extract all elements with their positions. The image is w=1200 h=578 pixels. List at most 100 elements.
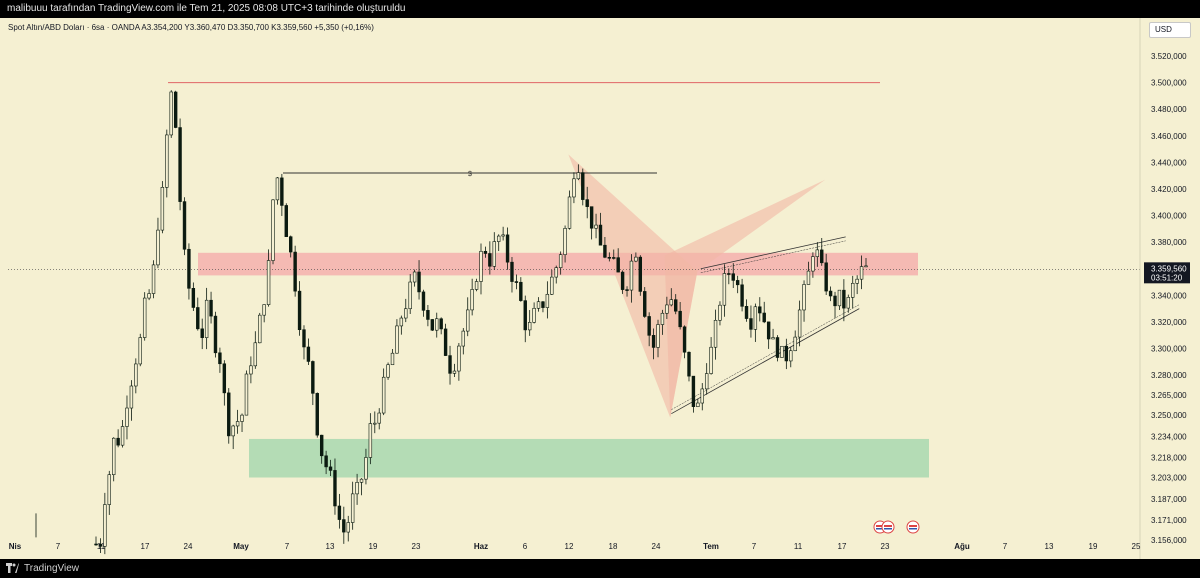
candle[interactable] <box>492 232 496 270</box>
candle[interactable] <box>594 213 598 239</box>
candle[interactable] <box>691 375 696 413</box>
candle[interactable] <box>350 481 355 530</box>
candle[interactable] <box>134 358 138 394</box>
candle[interactable] <box>94 536 98 546</box>
support-zone[interactable] <box>249 438 929 478</box>
candle[interactable] <box>859 255 864 290</box>
candle[interactable] <box>191 282 196 312</box>
candle[interactable] <box>572 172 576 204</box>
candle[interactable] <box>536 297 541 312</box>
candle[interactable] <box>306 338 311 366</box>
candle[interactable] <box>368 413 373 465</box>
candle[interactable] <box>625 286 629 297</box>
candle[interactable] <box>603 237 607 259</box>
candle[interactable] <box>364 448 368 485</box>
candle[interactable] <box>293 245 297 297</box>
candle[interactable] <box>461 328 465 355</box>
candle[interactable] <box>142 292 147 341</box>
candle[interactable] <box>178 118 182 211</box>
candle[interactable] <box>319 434 324 464</box>
candle[interactable] <box>404 298 408 323</box>
candle[interactable] <box>674 294 678 315</box>
candle[interactable] <box>651 328 656 360</box>
candle[interactable] <box>187 243 191 300</box>
candle[interactable] <box>222 360 227 406</box>
candle[interactable] <box>682 325 687 359</box>
candle[interactable] <box>466 297 470 337</box>
candle[interactable] <box>151 260 156 299</box>
candle[interactable] <box>452 363 457 378</box>
candle[interactable] <box>266 249 271 307</box>
candle[interactable] <box>324 450 328 475</box>
candle[interactable] <box>806 261 811 285</box>
candle[interactable] <box>713 309 718 360</box>
candle[interactable] <box>448 345 452 385</box>
candle[interactable] <box>727 268 731 285</box>
candle[interactable] <box>554 265 558 284</box>
candle[interactable] <box>346 515 350 542</box>
candle[interactable] <box>103 492 107 555</box>
candle[interactable] <box>585 186 589 219</box>
candle[interactable] <box>386 362 390 380</box>
candle[interactable] <box>297 281 302 336</box>
candle[interactable] <box>204 287 209 350</box>
candle[interactable] <box>558 251 563 275</box>
candle[interactable] <box>731 263 735 289</box>
candle[interactable] <box>258 312 262 344</box>
candle[interactable] <box>766 321 771 349</box>
candle[interactable] <box>735 275 740 294</box>
candle[interactable] <box>98 538 103 554</box>
candle[interactable] <box>758 297 762 322</box>
candle[interactable] <box>820 237 824 266</box>
economic-event-icon[interactable] <box>906 520 920 534</box>
candle[interactable] <box>762 301 766 324</box>
candle[interactable] <box>784 338 789 370</box>
candle[interactable] <box>527 310 532 336</box>
candle[interactable] <box>643 287 647 318</box>
candle[interactable] <box>704 363 709 395</box>
candle[interactable] <box>483 246 488 258</box>
candle[interactable] <box>634 252 638 263</box>
candle[interactable] <box>510 256 514 293</box>
candle[interactable] <box>864 257 868 268</box>
candle[interactable] <box>802 280 806 322</box>
candle[interactable] <box>771 328 775 340</box>
candle[interactable] <box>780 345 784 358</box>
candle[interactable] <box>271 199 275 265</box>
candle[interactable] <box>550 269 554 295</box>
candle[interactable] <box>125 395 129 440</box>
candle[interactable] <box>333 458 337 515</box>
candle[interactable] <box>196 297 200 331</box>
candle[interactable] <box>457 342 461 381</box>
harmonic-pattern-right[interactable] <box>664 179 826 418</box>
candle[interactable] <box>811 252 815 278</box>
candle[interactable] <box>209 291 213 324</box>
candle[interactable] <box>793 330 797 352</box>
currency-button[interactable]: USD <box>1149 22 1191 38</box>
candle[interactable] <box>289 235 293 258</box>
candle[interactable] <box>120 420 125 448</box>
candle[interactable] <box>567 190 572 230</box>
candle[interactable] <box>355 473 359 505</box>
candle[interactable] <box>443 323 448 357</box>
candle[interactable] <box>412 269 417 287</box>
candle[interactable] <box>280 173 284 216</box>
candle[interactable] <box>390 349 395 366</box>
candle[interactable] <box>541 301 545 313</box>
candle[interactable] <box>417 260 421 300</box>
candle[interactable] <box>426 304 430 327</box>
candle[interactable] <box>815 242 820 267</box>
candle[interactable] <box>678 302 682 330</box>
candle[interactable] <box>828 286 833 302</box>
candle[interactable] <box>235 409 240 434</box>
candle[interactable] <box>435 312 439 338</box>
candle[interactable] <box>165 129 169 198</box>
candle[interactable] <box>147 289 151 301</box>
candle[interactable] <box>851 275 855 309</box>
chart-area[interactable]: $ 3.520,000 3.500,000 3.480,000 3.460,000 3.… <box>0 18 1200 559</box>
candle[interactable] <box>262 304 266 323</box>
candle[interactable] <box>620 270 625 294</box>
candle[interactable] <box>116 429 120 448</box>
candle[interactable] <box>112 437 116 482</box>
candle[interactable] <box>837 289 842 311</box>
